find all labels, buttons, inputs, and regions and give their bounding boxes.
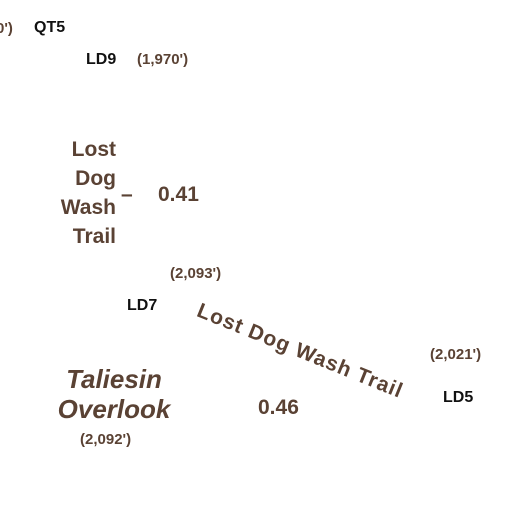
- elevation-ld5-label: (2,021'): [430, 346, 482, 363]
- partial-elevation-label: 0'): [0, 20, 13, 37]
- distance-upper-label: 0.41: [158, 183, 199, 206]
- poi-name-line: Overlook: [57, 394, 171, 424]
- poi-elevation-label: (2,092'): [80, 431, 132, 448]
- trail-name-line: Dog: [75, 167, 116, 190]
- junction-ld5-label: LD5: [443, 389, 474, 406]
- trail-name-line: Lost: [71, 138, 116, 161]
- distance-lower-label: 0.46: [258, 396, 299, 419]
- trail-name-line: Wash: [60, 196, 116, 219]
- trail-name-vertical: Lost Dog Wash Trail: [26, 135, 116, 251]
- dash-separator: –: [121, 183, 133, 206]
- junction-qt5-label: QT5: [34, 19, 66, 36]
- junction-ld9-label: LD9: [86, 51, 117, 68]
- trail-name-line: Trail: [72, 225, 116, 248]
- junction-ld7-label: LD7: [127, 297, 158, 314]
- elevation-ld7-label: (2,093'): [170, 265, 222, 282]
- taliesin-overlook-label: Taliesin Overlook: [44, 364, 184, 424]
- trail-name-curved: Lost Dog Wash Trail: [193, 299, 407, 403]
- elevation-ld9-label: (1,970'): [137, 51, 189, 68]
- poi-name-line: Taliesin: [66, 364, 162, 394]
